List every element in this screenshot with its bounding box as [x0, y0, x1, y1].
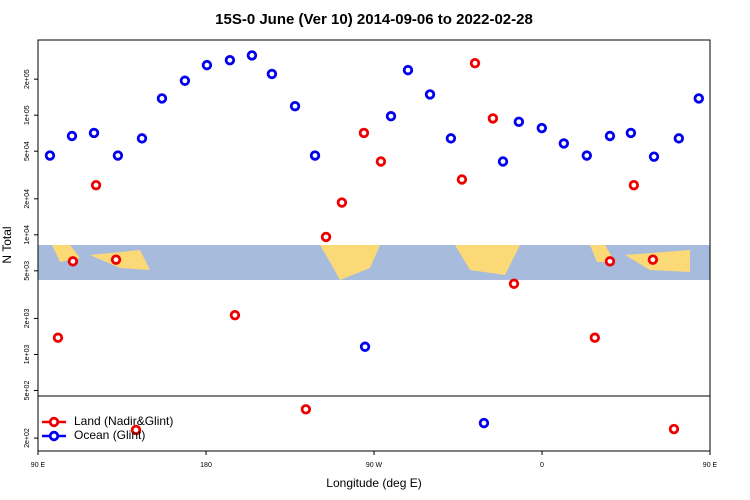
- chart-title: 15S-0 June (Ver 10) 2014-09-06 to 2022-0…: [215, 11, 533, 28]
- point: [358, 127, 370, 139]
- point: [604, 256, 616, 267]
- point: [513, 116, 525, 128]
- point: [589, 332, 601, 343]
- y-tick-label: 1e+03: [24, 345, 31, 365]
- point: [628, 179, 640, 191]
- map-land: [52, 245, 690, 280]
- point: [668, 423, 680, 435]
- point: [497, 156, 509, 167]
- point: [320, 231, 332, 243]
- y-tick-label: 1e+05: [24, 105, 31, 125]
- point: [44, 150, 56, 161]
- point: [536, 122, 548, 134]
- point: [402, 64, 414, 76]
- point: [673, 133, 685, 144]
- point: [66, 130, 78, 142]
- point: [424, 89, 436, 100]
- y-tick-label: 1e+04: [24, 225, 31, 245]
- x-tick-label: 90 W: [366, 462, 383, 469]
- point: [136, 133, 148, 144]
- legend-marker: [48, 416, 60, 428]
- point: [229, 309, 241, 321]
- point: [309, 150, 321, 161]
- point: [469, 57, 481, 69]
- legend-label: Land (Nadir&Glint): [74, 414, 173, 428]
- point: [52, 332, 64, 343]
- point: [88, 127, 100, 139]
- y-tick-label: 2e+03: [24, 309, 31, 329]
- point: [558, 138, 570, 149]
- y-tick-label: 2e+05: [24, 69, 31, 89]
- point: [508, 278, 520, 289]
- point: [179, 75, 191, 86]
- point: [604, 130, 616, 142]
- point: [487, 113, 499, 124]
- point: [112, 150, 124, 161]
- point: [625, 127, 637, 139]
- point: [289, 100, 301, 112]
- legend-label: Ocean (Glint): [74, 428, 145, 442]
- point: [375, 156, 387, 167]
- x-tick-label: 180: [200, 462, 212, 469]
- point: [266, 68, 278, 80]
- point: [648, 151, 660, 162]
- point: [156, 93, 168, 104]
- point: [300, 404, 312, 415]
- y-tick-label: 2e+04: [24, 189, 31, 209]
- point: [445, 133, 457, 144]
- point: [110, 254, 122, 265]
- point: [224, 55, 236, 66]
- y-tick-label: 5e+04: [24, 141, 31, 161]
- point: [90, 179, 102, 191]
- point: [456, 174, 468, 185]
- point: [130, 424, 142, 436]
- legend-marker: [48, 430, 60, 442]
- x-axis-label: Longitude (deg E): [326, 476, 421, 490]
- map-strip: [38, 245, 710, 280]
- point: [246, 50, 258, 61]
- point: [581, 150, 592, 161]
- x-tick-label: 0: [540, 462, 544, 469]
- point: [385, 111, 397, 122]
- y-axis-label: N Total: [0, 226, 14, 263]
- point: [359, 341, 371, 352]
- point: [336, 197, 348, 208]
- y-tick-label: 2e+02: [24, 428, 31, 448]
- x-tick-label: 90 E: [703, 462, 718, 469]
- x-tick-label: 90 E: [31, 462, 46, 469]
- point: [693, 93, 704, 104]
- point: [647, 254, 659, 265]
- point: [201, 59, 213, 71]
- point: [67, 256, 79, 267]
- point: [478, 417, 490, 429]
- y-tick-label: 5e+03: [24, 261, 31, 281]
- y-tick-label: 5e+02: [24, 381, 31, 401]
